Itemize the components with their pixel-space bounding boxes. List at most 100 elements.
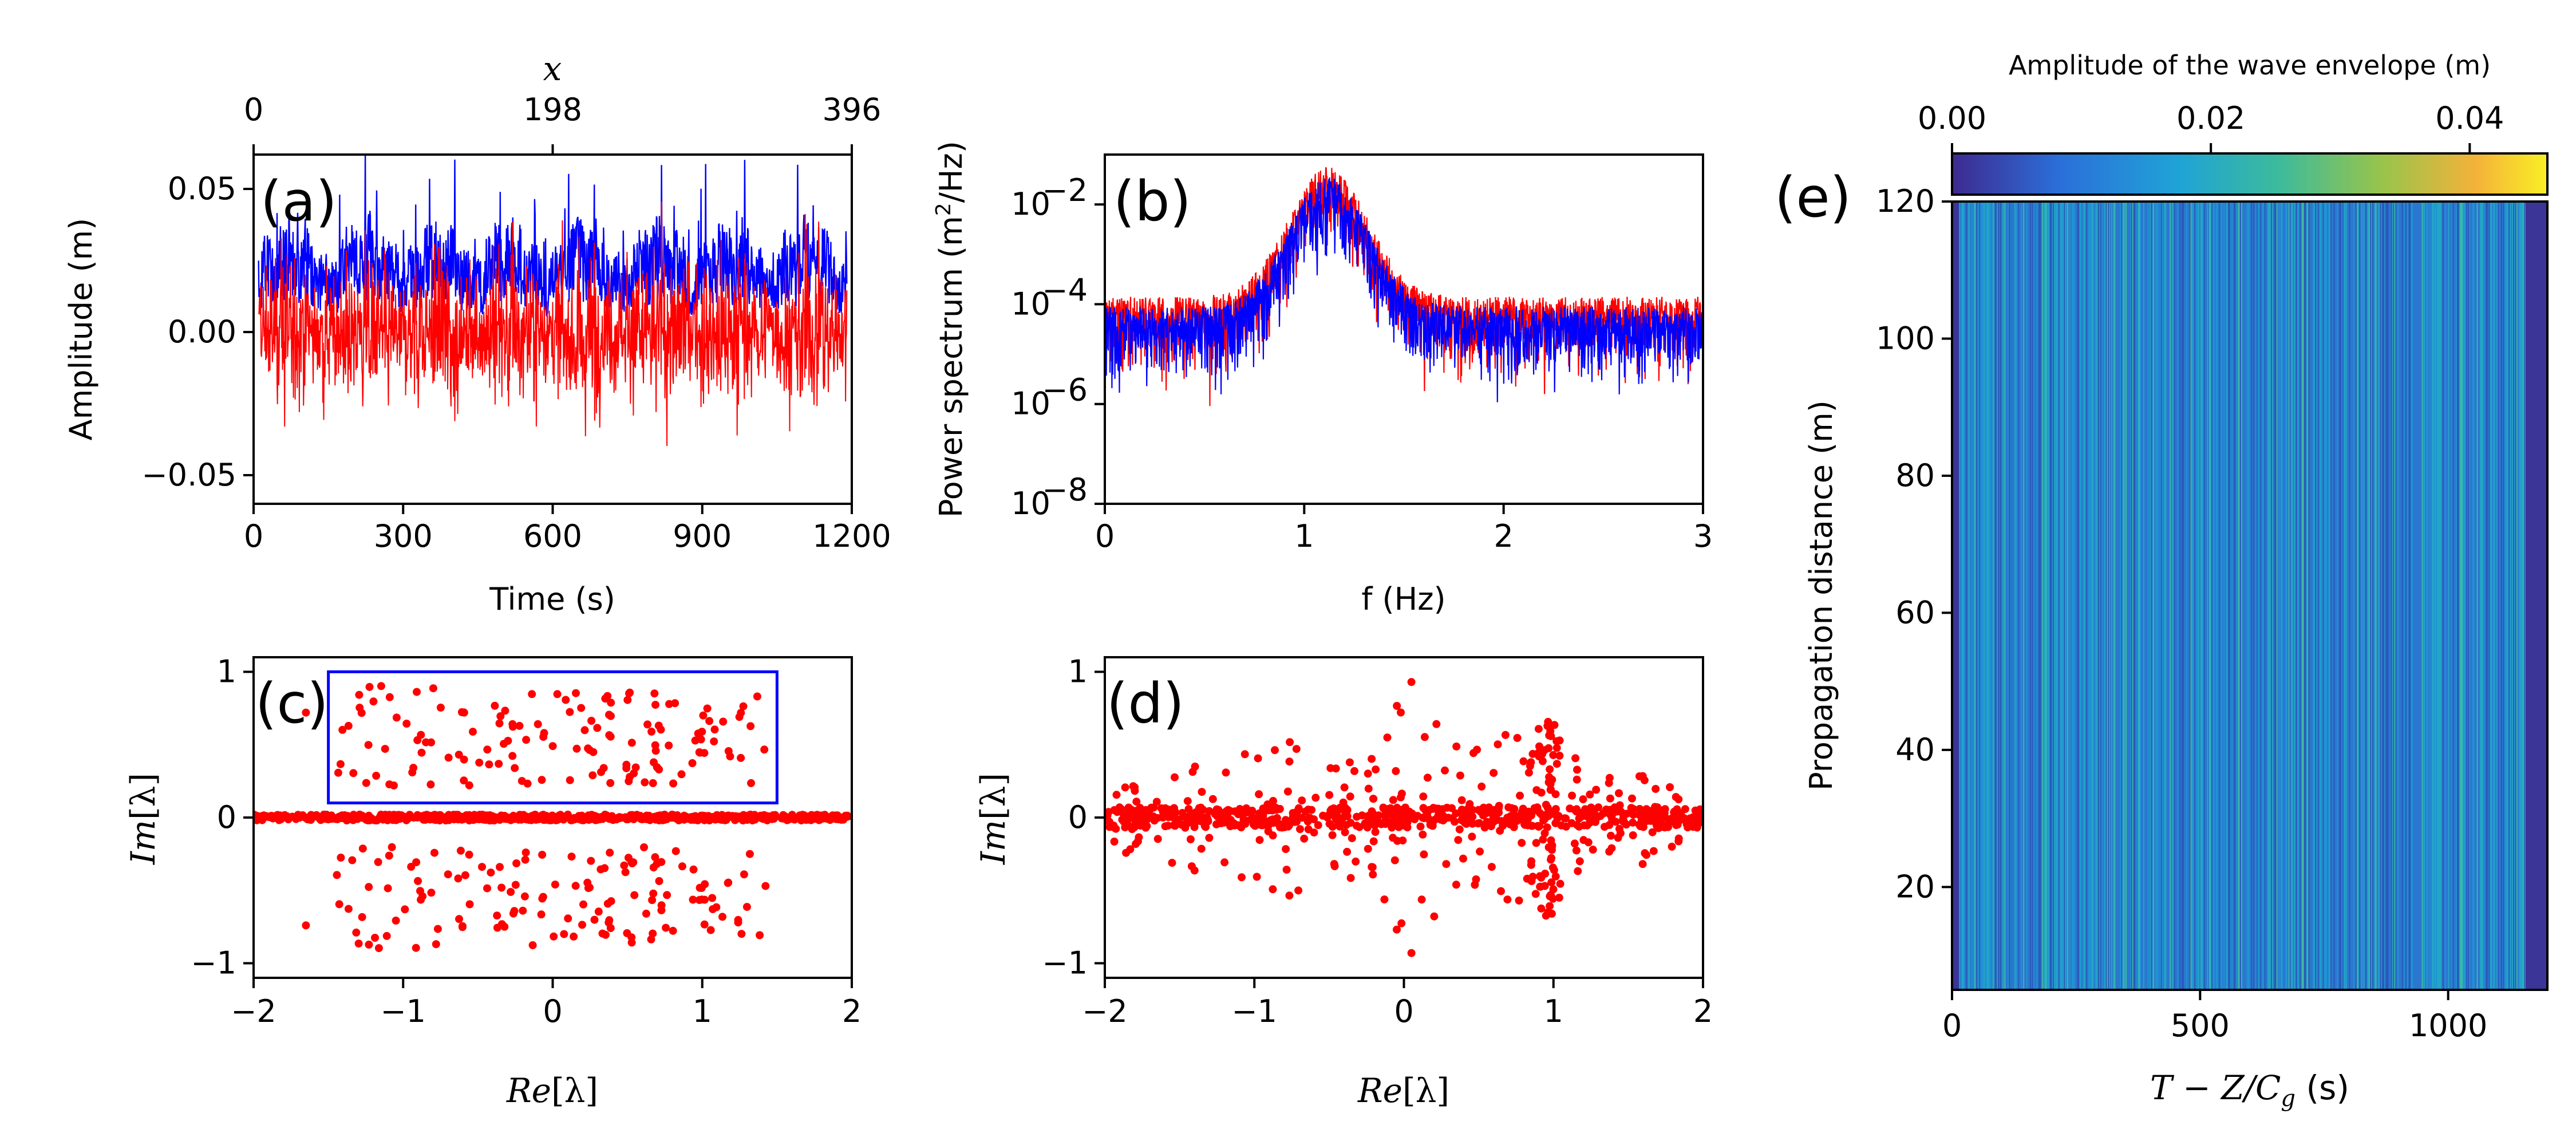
panel-d-point: [1430, 912, 1439, 921]
panel-d-point: [1188, 768, 1197, 776]
panel-d-point: [1346, 874, 1355, 882]
panel-d-point: [1208, 795, 1217, 803]
panel-d-point: [1420, 733, 1429, 741]
panel-d-point: [1490, 810, 1499, 819]
heatmap-stripe: [1980, 202, 1982, 990]
panel-c-point: [550, 932, 558, 941]
panel-c-point: [630, 769, 638, 777]
heatmap-stripe: [1977, 202, 1978, 990]
panel-d-point: [1573, 765, 1581, 774]
panel-c-point: [483, 884, 491, 893]
heatmap-stripe: [2396, 202, 2398, 990]
panel-c-point: [625, 689, 633, 698]
heatmap-stripe: [2464, 202, 2466, 990]
heatmap-stripe: [2298, 202, 2300, 990]
panel-c-point: [465, 850, 473, 859]
heatmap-stripe: [2124, 202, 2126, 990]
panel-d-point: [1269, 885, 1277, 894]
panel-d-point: [1568, 791, 1577, 800]
panel-c-point: [734, 918, 742, 927]
heatmap-stripe: [2479, 202, 2480, 990]
panel-d-point: [1532, 839, 1540, 847]
panel-c-point: [538, 776, 546, 784]
panel-d-point: [1278, 823, 1286, 832]
panel-d-xtick-label: 1: [1544, 993, 1563, 1029]
panel-d-point: [1572, 846, 1581, 855]
heatmap-stripe: [2165, 202, 2167, 990]
heatmap-stripe: [2429, 202, 2431, 990]
panel-c-point: [388, 843, 396, 851]
heatmap-stripe: [2458, 202, 2460, 990]
heatmap-stripe: [2456, 202, 2458, 990]
panel-a-top-axis-label: x: [543, 49, 562, 88]
panel-c-point: [338, 725, 347, 734]
colorbar: [1951, 152, 2549, 196]
panel-d-point: [1212, 820, 1220, 828]
panel-d-point: [1455, 825, 1464, 834]
heatmap-stripe: [2227, 202, 2230, 990]
panel-c-point: [548, 812, 557, 820]
heatmap-stripe: [2117, 202, 2120, 990]
heatmap-stripe: [2310, 202, 2312, 990]
panel-c-point: [605, 731, 614, 740]
panel-a-xtick-label: 1200: [812, 518, 891, 554]
heatmap-stripe: [2116, 202, 2119, 990]
panel-d-point: [1205, 834, 1214, 842]
heatmap-stripe: [2296, 202, 2298, 990]
heatmap-stripe: [2491, 202, 2493, 990]
panel-c-point: [579, 900, 587, 909]
panel-c-point: [322, 815, 330, 823]
panel-d-point: [1241, 819, 1250, 828]
panel-d-point: [1416, 822, 1425, 831]
panel-d-point: [1417, 895, 1426, 904]
heatmap-stripe: [2233, 202, 2235, 990]
panel-d-point: [1628, 794, 1636, 803]
panel-d-ytick-label: 0: [1068, 799, 1088, 835]
panel-d-point: [1105, 818, 1113, 826]
heatmap-stripe: [2352, 202, 2354, 990]
panel-d-point: [1363, 823, 1372, 832]
panel-c-point: [601, 694, 610, 703]
heatmap-stripe: [1962, 202, 1964, 990]
panel-c-point: [433, 925, 442, 933]
heatmap-stripe: [2316, 202, 2318, 990]
heatmap-stripe: [2421, 202, 2423, 990]
heatmap-stripe: [1984, 202, 1986, 990]
panel-c-point: [671, 847, 680, 855]
heatmap-stripe: [2480, 202, 2482, 990]
panel-c-point: [663, 891, 671, 899]
heatmap-stripe: [2096, 202, 2097, 990]
heatmap-stripe: [2041, 202, 2042, 990]
panel-d-point: [1266, 806, 1275, 815]
panel-d-point: [1364, 769, 1372, 778]
heatmap-stripe: [2034, 202, 2036, 990]
panel-c-point: [519, 906, 527, 915]
panel-b-xlabel: f (Hz): [1361, 581, 1445, 617]
panel-d-point: [1372, 765, 1380, 774]
heatmap-stripe: [2153, 202, 2155, 990]
heatmap-stripe: [2431, 202, 2433, 990]
panel-d-point: [1484, 806, 1492, 815]
heatmap-stripe: [2028, 202, 2030, 990]
heatmap-stripe: [2380, 202, 2381, 990]
panel-c-point: [745, 850, 754, 858]
panel-d-point: [1213, 807, 1222, 815]
panel-b-xtick-label: 3: [1693, 518, 1713, 554]
panel-d-point: [1184, 805, 1193, 814]
panel-d-point: [1519, 757, 1528, 765]
panel-c-point: [365, 883, 373, 891]
panel-c-point: [600, 864, 609, 872]
panel-d-point: [1269, 819, 1277, 827]
heatmap-stripe: [2199, 202, 2201, 990]
panel-c-point: [385, 851, 393, 860]
panel-d-point: [1220, 858, 1229, 867]
heatmap-stripe: [2229, 202, 2231, 990]
heatmap-stripe: [2114, 202, 2116, 990]
panel-c-point: [746, 722, 755, 731]
heatmap-stripe: [2167, 202, 2169, 990]
panel-d-point: [1364, 784, 1373, 793]
heatmap-stripe: [2138, 202, 2139, 990]
panel-d-point: [1328, 823, 1337, 831]
panel-c-point: [742, 903, 751, 911]
panel-d-point: [1178, 809, 1187, 817]
